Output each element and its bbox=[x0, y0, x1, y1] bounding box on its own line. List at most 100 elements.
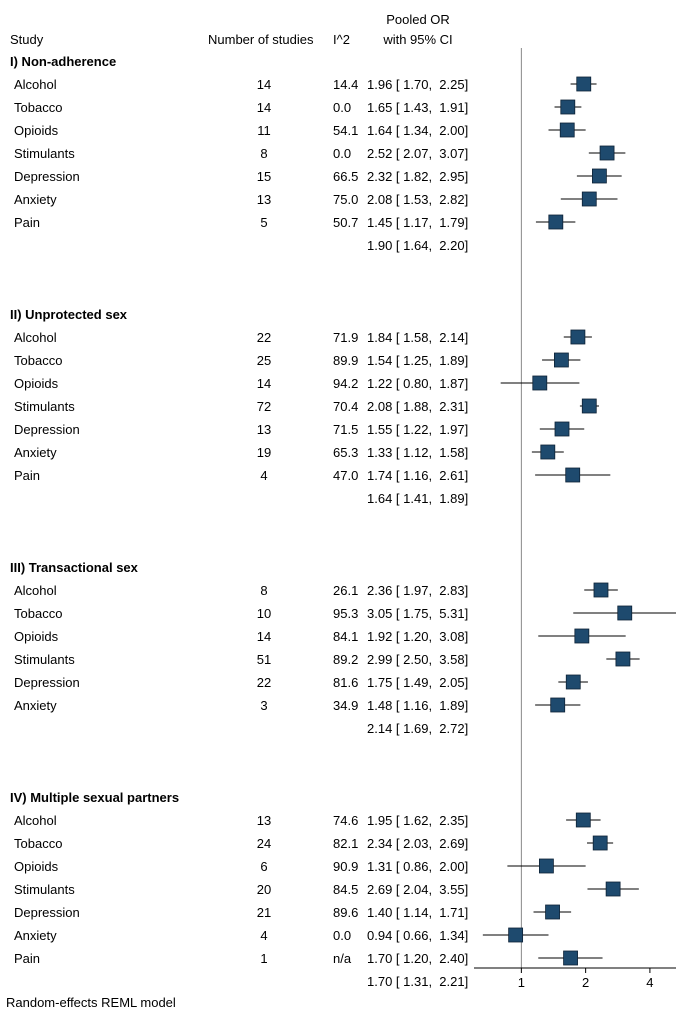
x-tick-label: 2 bbox=[582, 975, 589, 990]
study-label: Tobacco bbox=[14, 606, 62, 621]
i2-value: n/a bbox=[333, 951, 352, 966]
point-estimate-marker bbox=[570, 329, 586, 345]
or-ci-value: 2.69 [ 2.04, 3.55] bbox=[367, 882, 468, 897]
study-label: Alcohol bbox=[14, 77, 57, 92]
study-label: Stimulants bbox=[14, 399, 75, 414]
or-ci-value: 2.32 [ 1.82, 2.95] bbox=[367, 169, 468, 184]
number-of-studies: 13 bbox=[257, 192, 271, 207]
study-label: Depression bbox=[14, 905, 80, 920]
or-ci-value: 2.99 [ 2.50, 3.58] bbox=[367, 652, 468, 667]
i2-value: 71.9 bbox=[333, 330, 358, 345]
i2-value: 65.3 bbox=[333, 445, 358, 460]
point-estimate-marker bbox=[532, 375, 548, 391]
point-estimate-marker bbox=[540, 444, 556, 460]
number-of-studies: 1 bbox=[260, 951, 267, 966]
header-ci: with 95% CI bbox=[382, 32, 452, 47]
i2-value: 47.0 bbox=[333, 468, 358, 483]
or-ci-value: 1.74 [ 1.16, 2.61] bbox=[367, 468, 468, 483]
number-of-studies: 15 bbox=[257, 169, 271, 184]
number-of-studies: 14 bbox=[257, 77, 271, 92]
point-estimate-marker bbox=[563, 950, 578, 966]
pooled-or-value: 1.90 [ 1.64, 2.20] bbox=[367, 238, 468, 253]
study-label: Tobacco bbox=[14, 100, 62, 115]
point-estimate-marker bbox=[548, 214, 564, 230]
or-ci-value: 2.52 [ 2.07, 3.07] bbox=[367, 146, 468, 161]
or-ci-value: 1.55 [ 1.22, 1.97] bbox=[367, 422, 468, 437]
study-label: Tobacco bbox=[14, 353, 62, 368]
i2-value: 74.6 bbox=[333, 813, 358, 828]
i2-value: 95.3 bbox=[333, 606, 358, 621]
number-of-studies: 20 bbox=[257, 882, 271, 897]
study-label: Alcohol bbox=[14, 583, 57, 598]
i2-value: 81.6 bbox=[333, 675, 358, 690]
point-estimate-marker bbox=[576, 76, 592, 92]
i2-value: 94.2 bbox=[333, 376, 358, 391]
study-label: Stimulants bbox=[14, 882, 75, 897]
study-label: Anxiety bbox=[14, 192, 57, 207]
study-label: Alcohol bbox=[14, 813, 57, 828]
x-tick-label: 4 bbox=[646, 975, 653, 990]
i2-value: 84.5 bbox=[333, 882, 358, 897]
point-estimate-marker bbox=[565, 467, 581, 483]
i2-value: 82.1 bbox=[333, 836, 358, 851]
i2-value: 50.7 bbox=[333, 215, 358, 230]
or-ci-value: 0.94 [ 0.66, 1.34] bbox=[367, 928, 468, 943]
number-of-studies: 13 bbox=[257, 422, 271, 437]
number-of-studies: 14 bbox=[257, 376, 271, 391]
or-ci-value: 1.96 [ 1.70, 2.25] bbox=[367, 77, 468, 92]
or-ci-value: 2.08 [ 1.53, 2.82] bbox=[367, 192, 468, 207]
header-i2: I^2 bbox=[333, 32, 350, 47]
study-label: Opioids bbox=[14, 376, 59, 391]
or-ci-value: 1.65 [ 1.43, 1.91] bbox=[367, 100, 468, 115]
point-estimate-marker bbox=[599, 145, 615, 161]
point-estimate-marker bbox=[575, 812, 591, 828]
point-estimate-marker bbox=[617, 605, 633, 621]
i2-value: 54.1 bbox=[333, 123, 358, 138]
x-axis: 1 2 4 bbox=[474, 967, 676, 990]
or-ci-value: 1.70 [ 1.20, 2.40] bbox=[367, 951, 468, 966]
number-of-studies: 8 bbox=[260, 146, 267, 161]
point-estimate-marker bbox=[581, 191, 597, 207]
point-estimate-marker bbox=[615, 651, 631, 667]
point-estimate-marker bbox=[560, 99, 576, 115]
number-of-studies: 24 bbox=[257, 836, 271, 851]
study-label: Pain bbox=[14, 215, 40, 230]
or-ci-value: 2.34 [ 2.03, 2.69] bbox=[367, 836, 468, 851]
study-label: Pain bbox=[14, 468, 40, 483]
number-of-studies: 4 bbox=[260, 468, 267, 483]
or-ci-value: 1.40 [ 1.14, 1.71] bbox=[367, 905, 468, 920]
point-estimate-marker bbox=[581, 398, 597, 414]
study-label: Opioids bbox=[14, 629, 59, 644]
or-ci-value: 1.48 [ 1.16, 1.89] bbox=[367, 698, 468, 713]
study-label: Depression bbox=[14, 169, 80, 184]
study-label: Anxiety bbox=[14, 698, 57, 713]
number-of-studies: 14 bbox=[257, 100, 271, 115]
or-ci-value: 1.33 [ 1.12, 1.58] bbox=[367, 445, 468, 460]
study-label: Tobacco bbox=[14, 836, 62, 851]
number-of-studies: 22 bbox=[257, 330, 271, 345]
number-of-studies: 13 bbox=[257, 813, 271, 828]
study-label: Stimulants bbox=[14, 652, 75, 667]
i2-value: 89.2 bbox=[333, 652, 358, 667]
pooled-or-value: 1.70 [ 1.31, 2.21] bbox=[367, 974, 468, 989]
study-label: Stimulants bbox=[14, 146, 75, 161]
i2-value: 89.9 bbox=[333, 353, 358, 368]
number-of-studies: 21 bbox=[257, 905, 271, 920]
point-estimate-marker bbox=[545, 904, 560, 920]
point-estimate-marker bbox=[591, 168, 607, 184]
header-study: Study bbox=[10, 32, 44, 47]
i2-value: 66.5 bbox=[333, 169, 358, 184]
point-estimate-marker bbox=[550, 697, 566, 713]
study-label: Alcohol bbox=[14, 330, 57, 345]
group-title: I) Non-adherence bbox=[10, 54, 116, 69]
study-label: Pain bbox=[14, 951, 40, 966]
x-tick-label: 1 bbox=[518, 975, 525, 990]
point-estimate-marker bbox=[539, 858, 554, 874]
header-number-of-studies: Number of studies bbox=[208, 32, 314, 47]
or-ci-value: 1.95 [ 1.62, 2.35] bbox=[367, 813, 468, 828]
or-ci-value: 2.08 [ 1.88, 2.31] bbox=[367, 399, 468, 414]
number-of-studies: 51 bbox=[257, 652, 271, 667]
study-label: Depression bbox=[14, 675, 80, 690]
